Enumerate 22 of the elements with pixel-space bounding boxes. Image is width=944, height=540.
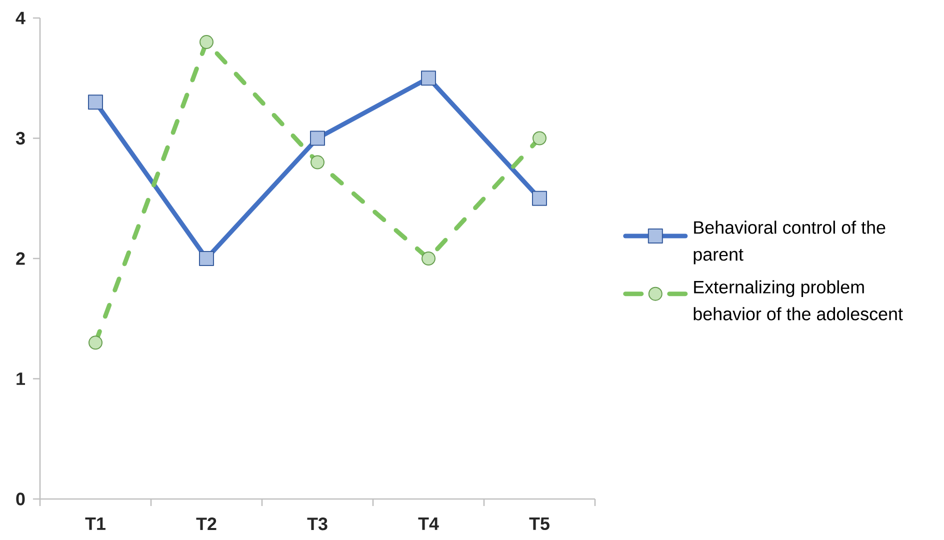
point [199,251,214,266]
x-tick-label: T4 [418,518,439,530]
y-tick-label: 3 [16,132,25,145]
y-tick-label: 1 [16,372,25,385]
point [422,252,436,266]
x-tick-label: T2 [196,518,216,530]
x-tick-label: T5 [529,518,550,530]
point [310,155,324,170]
legend-label: Behavioral control of the parent [694,220,886,264]
point [200,35,214,50]
point [421,70,436,86]
point [532,131,546,146]
x-tick-label: T3 [307,518,328,530]
legend-label: Externalizing problem behavior of the adolescent [694,280,903,320]
point [310,130,325,146]
y-tick-label: 4 [16,12,26,24]
point [532,190,547,206]
x-tick-label: T1 [85,518,106,530]
point [88,94,103,110]
y-tick-label: 0 [16,492,25,506]
point [88,336,102,350]
y-tick-label: 2 [16,252,25,265]
